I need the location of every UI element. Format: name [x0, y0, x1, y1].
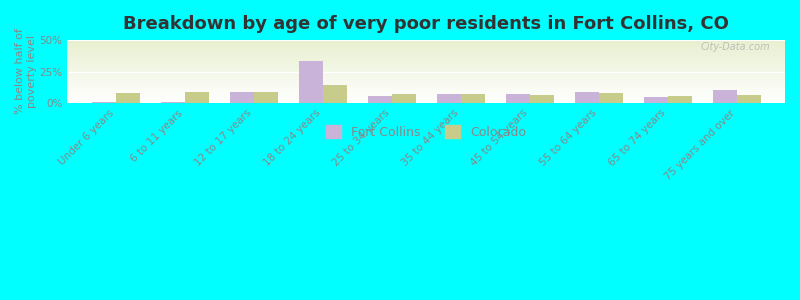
Bar — [254, 92, 278, 103]
Bar — [461, 94, 485, 103]
Legend: Fort Collins, Colorado: Fort Collins, Colorado — [321, 120, 531, 144]
Bar — [116, 93, 140, 103]
Bar — [322, 85, 347, 103]
Bar — [530, 95, 554, 103]
Bar — [298, 61, 322, 103]
Bar — [437, 94, 461, 103]
Bar — [161, 102, 185, 103]
Bar — [668, 96, 692, 103]
Bar — [392, 94, 416, 103]
Bar — [737, 95, 761, 103]
Title: Breakdown by age of very poor residents in Fort Collins, CO: Breakdown by age of very poor residents … — [123, 15, 729, 33]
Bar — [506, 94, 530, 103]
Bar — [643, 97, 668, 103]
Bar — [713, 90, 737, 103]
Bar — [185, 92, 209, 103]
Bar — [574, 92, 598, 103]
Text: City-Data.com: City-Data.com — [701, 42, 770, 52]
Bar — [230, 92, 254, 103]
Bar — [598, 93, 623, 103]
Y-axis label: % below half of
poverty level: % below half of poverty level — [15, 28, 37, 115]
Bar — [91, 102, 116, 103]
Bar — [367, 96, 392, 103]
